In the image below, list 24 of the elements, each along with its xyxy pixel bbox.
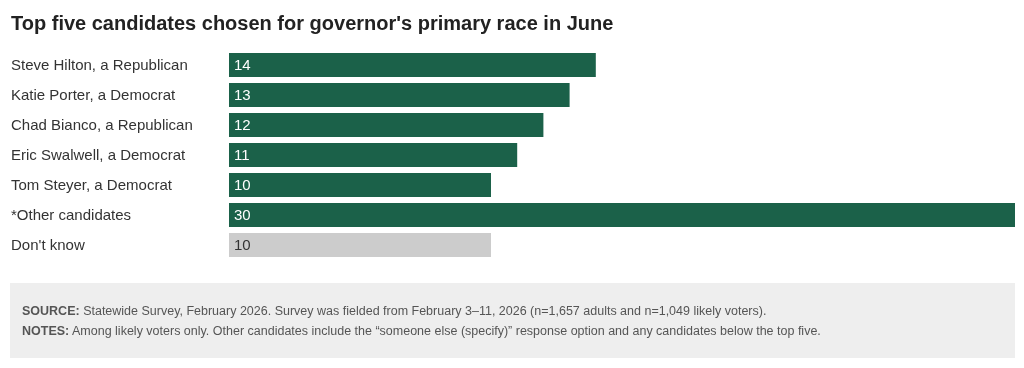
data-label: 12 bbox=[234, 116, 251, 134]
data-label: 11 bbox=[234, 146, 250, 164]
y-tick-label: Tom Steyer, a Democrat bbox=[11, 176, 173, 194]
y-tick-label: Katie Porter, a Democrat bbox=[11, 86, 177, 104]
data-label: 14 bbox=[234, 56, 251, 74]
data-label: 10 bbox=[234, 176, 251, 194]
bar bbox=[229, 203, 1015, 227]
y-tick-label: Chad Bianco, a Republican bbox=[11, 116, 193, 134]
y-tick-label: Eric Swalwell, a Democrat bbox=[11, 146, 187, 164]
bar bbox=[229, 53, 596, 77]
data-label: 13 bbox=[234, 86, 251, 104]
y-tick-label: Steve Hilton, a Republican bbox=[11, 56, 188, 74]
chart-title: Top five candidates chosen for governor's primary race in June bbox=[11, 12, 614, 34]
data-label: 30 bbox=[234, 206, 251, 224]
bar bbox=[229, 173, 491, 197]
bar bbox=[229, 83, 570, 107]
bar bbox=[229, 113, 544, 137]
y-tick-label: Don't know bbox=[11, 236, 85, 254]
bar bbox=[229, 143, 518, 167]
y-tick-label: *Other candidates bbox=[11, 206, 132, 224]
source-note: SOURCE: Statewide Survey, February 2026. Survey was fielded from February 3–11, 2026 (n=1,657 adults and n=1,049 likely voters). bbox=[22, 304, 767, 318]
text: NOTES: Among likely voters only. Other candidates include the “someone else (specify)” response option and any candidates below the top five. bbox=[22, 324, 821, 338]
data-label: 10 bbox=[234, 236, 251, 254]
bar bbox=[229, 233, 491, 257]
